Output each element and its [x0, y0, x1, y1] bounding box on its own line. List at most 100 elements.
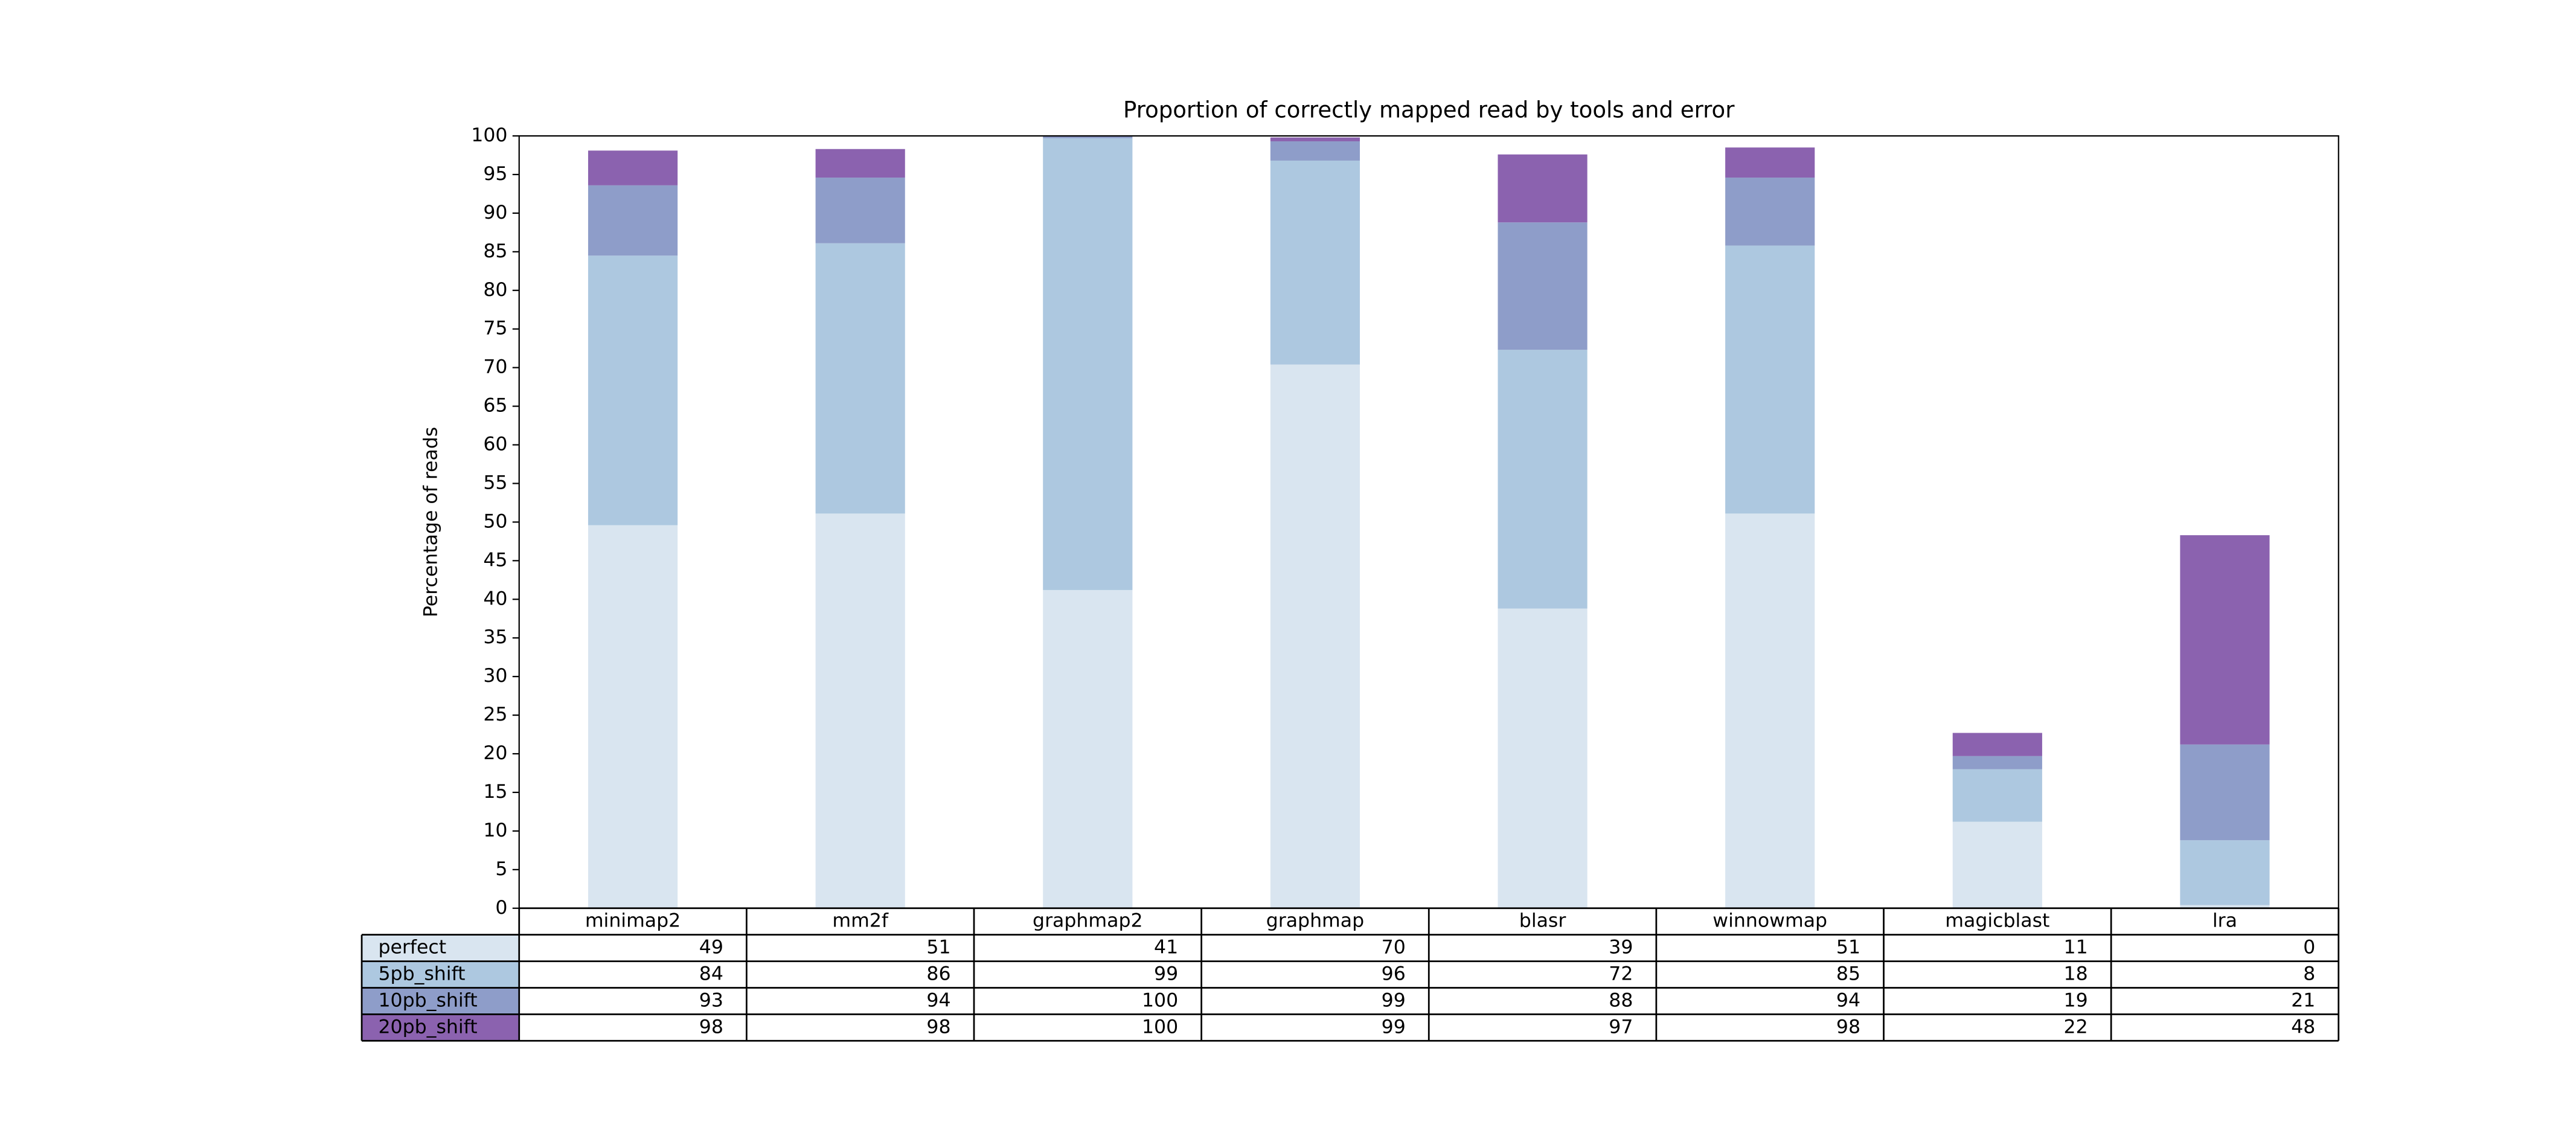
y-tick-label: 95	[483, 163, 507, 185]
table-cell: 98	[699, 1016, 723, 1038]
y-tick-label: 65	[483, 395, 507, 417]
table-cell: 93	[699, 989, 723, 1011]
y-tick-label: 85	[483, 240, 507, 262]
table-cell: 41	[1154, 937, 1178, 958]
table-cell: 70	[1382, 937, 1406, 958]
bar-segment	[815, 513, 905, 908]
y-tick-label: 60	[483, 434, 507, 455]
table-cell: 19	[2064, 989, 2088, 1011]
legend-label: perfect	[378, 937, 446, 958]
legend-swatch	[362, 1014, 519, 1041]
y-tick-label: 50	[483, 510, 507, 532]
table-cell: 18	[2064, 963, 2088, 985]
bar-segment	[1270, 137, 1360, 141]
bar-segment	[2180, 840, 2270, 905]
bar-segment	[1952, 821, 2042, 908]
bar-segment	[2180, 535, 2270, 745]
table-cell: 0	[2303, 937, 2315, 958]
bar-segment	[1270, 141, 1360, 161]
table-cell: 84	[699, 963, 723, 985]
table-cell: 51	[1836, 937, 1860, 958]
y-tick-label: 35	[483, 626, 507, 648]
table-column-header: graphmap2	[1033, 910, 1143, 932]
bar-segment	[2180, 905, 2270, 908]
table-column-header: lra	[2212, 910, 2237, 932]
y-tick-label: 20	[483, 742, 507, 764]
table-cell: 49	[699, 937, 723, 958]
table-cell: 96	[1382, 963, 1406, 985]
bar-segment	[1270, 160, 1360, 365]
bar-segment	[1498, 154, 1588, 223]
table-column-header: magicblast	[1945, 910, 2049, 932]
bar-segment	[1043, 589, 1133, 908]
table-cell: 88	[1609, 989, 1633, 1011]
legend-label: 20pb_shift	[378, 1016, 477, 1038]
y-tick-label: 5	[495, 858, 507, 880]
table-cell: 100	[1142, 1016, 1178, 1038]
y-tick-label: 100	[471, 124, 507, 146]
bar-segment	[588, 255, 678, 525]
bar-segment	[1952, 769, 2042, 822]
table-cell: 8	[2303, 963, 2315, 985]
bar-segment	[815, 178, 905, 243]
y-tick-label: 45	[483, 549, 507, 571]
bar-segment	[815, 243, 905, 514]
table-column-header: winnowmap	[1713, 910, 1827, 932]
table-cell: 21	[2291, 989, 2315, 1011]
legend-swatch	[362, 987, 519, 1015]
table-cell: 99	[1382, 1016, 1406, 1038]
bar-segment	[1952, 733, 2042, 756]
y-tick-label: 0	[495, 897, 507, 919]
y-tick-label: 80	[483, 279, 507, 301]
table-cell: 22	[2064, 1016, 2088, 1038]
y-tick-label: 40	[483, 588, 507, 609]
table-cell: 98	[1836, 1016, 1860, 1038]
bar-segment	[1725, 245, 1815, 514]
bar-segment	[1725, 147, 1815, 178]
bar-segment	[588, 185, 678, 256]
y-axis-label: Percentage of reads	[420, 427, 441, 617]
bar-segment	[1043, 136, 1133, 138]
bar-segment	[1498, 608, 1588, 908]
bar-segment	[815, 149, 905, 178]
table-cell: 97	[1609, 1016, 1633, 1038]
chart-title: Proportion of correctly mapped read by t…	[1123, 97, 1735, 123]
legend-swatch	[362, 934, 519, 962]
y-tick-label: 10	[483, 820, 507, 841]
bar-segment	[1725, 513, 1815, 908]
y-tick-label: 55	[483, 472, 507, 493]
y-tick-label: 75	[483, 318, 507, 339]
y-tick-label: 90	[483, 202, 507, 223]
bar-segment	[1043, 138, 1133, 590]
y-tick-label: 25	[483, 704, 507, 725]
table-cell: 51	[926, 937, 950, 958]
y-tick-label: 30	[483, 665, 507, 687]
legend-swatch	[362, 961, 519, 988]
table-cell: 86	[926, 963, 950, 985]
table-cell: 100	[1142, 989, 1178, 1011]
table-cell: 94	[926, 989, 950, 1011]
table-cell: 72	[1609, 963, 1633, 985]
table-cell: 99	[1154, 963, 1178, 985]
bar-segment	[1498, 350, 1588, 609]
table-cell: 11	[2064, 937, 2088, 958]
bar-segment	[1270, 364, 1360, 908]
bar-segment	[1952, 756, 2042, 769]
table-column-header: graphmap	[1266, 910, 1364, 932]
legend-label: 5pb_shift	[378, 963, 465, 985]
table-cell: 85	[1836, 963, 1860, 985]
bar-segment	[588, 525, 678, 908]
table-cell: 99	[1382, 989, 1406, 1011]
bar-segment	[1498, 222, 1588, 350]
table-cell: 48	[2291, 1016, 2315, 1038]
table-cell: 98	[926, 1016, 950, 1038]
y-tick-label: 70	[483, 356, 507, 378]
y-tick-label: 15	[483, 781, 507, 803]
table-column-header: mm2f	[832, 910, 889, 932]
bar-segment	[588, 150, 678, 185]
table-column-header: minimap2	[585, 910, 681, 932]
bar-segment	[2180, 744, 2270, 841]
table-cell: 39	[1609, 937, 1633, 958]
table-cell: 94	[1836, 989, 1860, 1011]
